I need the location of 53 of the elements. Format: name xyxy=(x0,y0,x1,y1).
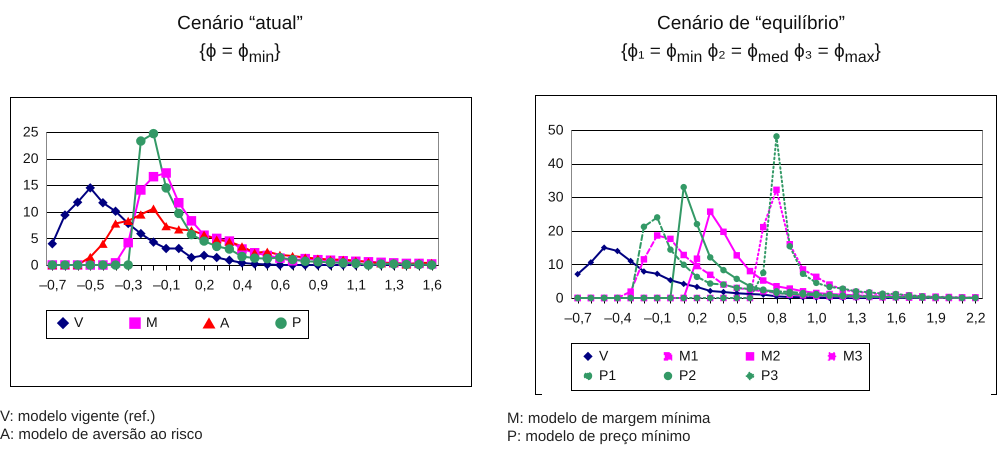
x-tick-label: 0,9 xyxy=(308,276,328,292)
x-tick-label: –0,1 xyxy=(644,310,672,326)
y-tick-label: 20 xyxy=(548,222,564,238)
chart-subtitle: {ϕ = ϕ$_{min}$} xyxy=(198,40,282,68)
y-tick-label: 5 xyxy=(30,230,39,246)
y-tick-label: 25 xyxy=(22,124,39,140)
legend-label: P3 xyxy=(761,367,778,383)
x-tick-label: –0,1 xyxy=(153,276,180,292)
legend-label: M1 xyxy=(679,347,699,364)
x-tick-label: 1,3 xyxy=(384,276,404,292)
y-tick-label: 20 xyxy=(22,150,39,166)
legend-label: V xyxy=(74,314,84,330)
x-tick-label: 0,2 xyxy=(194,276,215,292)
y-tick-label: 30 xyxy=(548,188,564,205)
x-tick-label: –0,4 xyxy=(604,310,632,326)
legend-label: P2 xyxy=(679,367,696,383)
legend-label: P xyxy=(292,314,302,330)
x-tick-label: 1,1 xyxy=(346,276,366,292)
legend-label: M xyxy=(146,314,158,330)
text: V: modelo vigente (ref.) xyxy=(0,408,156,426)
x-tick-label: 1,6 xyxy=(886,310,906,326)
y-tick-label: 0 xyxy=(30,256,39,272)
legend-label: P1 xyxy=(599,367,616,383)
chart-subtitle: {ϕ₁ = ϕ$_{min}$ ϕ₂ = ϕ$_{med}$ ϕ₃ = ϕ$_{max}$} xyxy=(620,40,882,68)
x-tick-label: –0,7 xyxy=(39,276,67,292)
legend-label: M2 xyxy=(761,347,781,364)
text: M: modelo de margem mínima xyxy=(507,410,710,428)
x-tick-label: 1,3 xyxy=(846,310,866,326)
text: A: modelo de aversão ao risco xyxy=(0,426,203,444)
y-tick-label: 50 xyxy=(548,122,564,138)
x-tick-label: 1,9 xyxy=(926,310,946,326)
y-tick-label: 10 xyxy=(548,256,564,272)
legend-label: M3 xyxy=(843,347,863,364)
y-tick-label: 10 xyxy=(22,203,39,220)
x-tick-label: 0,5 xyxy=(727,310,748,326)
y-tick-label: 15 xyxy=(22,176,39,193)
y-tick-label: 40 xyxy=(548,155,564,172)
x-tick-label: 0,2 xyxy=(688,310,708,326)
x-tick-label: 1,6 xyxy=(422,276,442,292)
x-tick-label: 2,2 xyxy=(966,310,986,326)
x-tick-label: 0,8 xyxy=(767,310,787,326)
chart-title: Cenário de “equilíbrio” xyxy=(656,12,846,36)
legend-label: V xyxy=(599,347,609,364)
y-tick-label: 0 xyxy=(556,290,564,306)
x-tick-label: –0,3 xyxy=(115,276,143,292)
x-tick-label: 1,0 xyxy=(807,310,827,326)
x-tick-label: –0,5 xyxy=(77,276,105,292)
x-tick-label: –0,7 xyxy=(564,310,592,326)
x-tick-label: 0,6 xyxy=(270,276,290,292)
text: P: modelo de preço mínimo xyxy=(507,428,692,446)
chart-title: Cenário “atual” xyxy=(176,12,304,36)
x-tick-label: 0,4 xyxy=(232,276,252,292)
legend-label: A xyxy=(220,314,230,330)
